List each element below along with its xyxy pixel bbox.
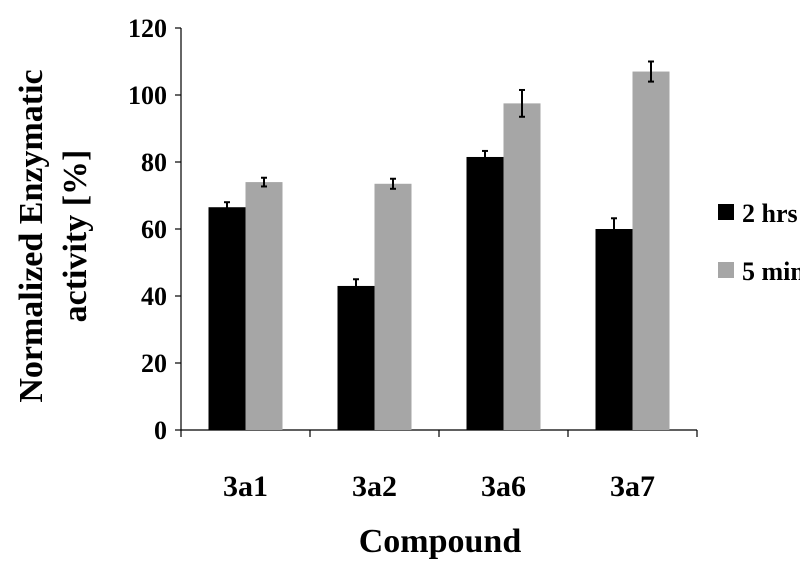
bar: [632, 71, 670, 431]
y-tick-label: 0: [154, 416, 167, 445]
x-tick-label: 3a7: [610, 470, 655, 503]
legend-label: 5 min: [742, 257, 800, 286]
y-axis-title-line-2: activity [%]: [57, 150, 94, 323]
y-tick-label: 120: [128, 14, 167, 43]
bar: [595, 229, 633, 430]
plot-area: 0 20 40 60 80 100 120 3a1 3a2 3a6 3a7: [128, 14, 698, 503]
y-tick-label: 40: [141, 282, 167, 311]
bar: [374, 183, 412, 430]
bar: [503, 103, 541, 430]
y-tick-label: 60: [141, 215, 167, 244]
legend-swatch: [718, 262, 734, 278]
y-tick-label: 100: [128, 81, 167, 110]
x-tick-label: 3a1: [223, 470, 268, 503]
legend-label: 2 hrs: [742, 199, 798, 228]
bar: [337, 285, 375, 430]
y-tick-label: 80: [141, 148, 167, 177]
bar: [466, 156, 504, 430]
x-axis-title: Compound: [359, 523, 522, 560]
x-tick-label: 3a6: [481, 470, 526, 503]
y-axis-title-line-1: Normalized Enzymatic: [13, 69, 50, 402]
legend-swatch: [718, 204, 734, 220]
bar: [245, 182, 283, 430]
y-tick-label: 20: [141, 349, 167, 378]
y-axis-title: Normalized Enzymatic activity [%]: [13, 69, 94, 402]
legend: 2 hrs 5 min: [718, 199, 800, 286]
bar: [208, 207, 246, 430]
x-tick-label: 3a2: [352, 470, 397, 503]
